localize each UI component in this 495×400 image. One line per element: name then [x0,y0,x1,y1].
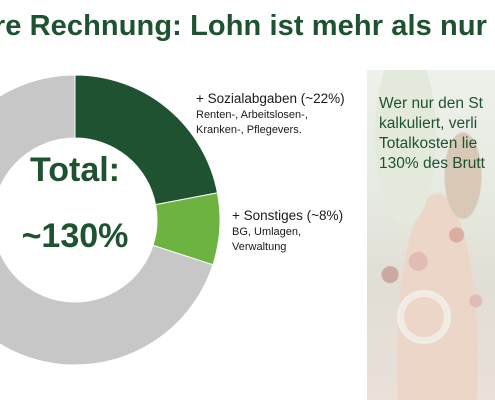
side-text-line: 130% des Brutt [379,155,485,172]
annotation-detail: Verwaltung [232,241,287,253]
side-text: Wer nur den St kalkuliert, verli Totalko… [379,94,485,174]
slide-title: hre Rechnung: Lohn ist mehr als nur [0,10,488,42]
annotation-heading: + Sonstiges (~8%) [232,208,344,223]
side-text-line: Totalkosten lie [379,135,478,152]
donut-chart [0,74,221,366]
wreath-image [397,290,451,344]
center-total-label: Total: [29,151,120,189]
donut-slice-rest [0,74,214,366]
annotation-detail: Kranken-, Pflegevers. [196,124,302,136]
side-text-line: kalkuliert, verli [379,115,478,132]
annotation-detail: Renten-, Arbeitslosen-, [196,109,308,121]
annotation-sozialabgaben: + Sozialabgaben (~22%) Renten-, Arbeitsl… [196,90,345,138]
annotation-heading: + Sozialabgaben (~22%) [196,91,345,106]
annotation-sonstiges: + Sonstiges (~8%) BG, Umlagen, Verwaltun… [232,207,343,255]
center-total-value: ~130% [21,217,129,255]
annotation-detail: BG, Umlagen, [232,226,302,238]
side-text-line: Wer nur den St [379,95,483,112]
background-photo: Wer nur den St kalkuliert, verli Totalko… [367,70,495,400]
